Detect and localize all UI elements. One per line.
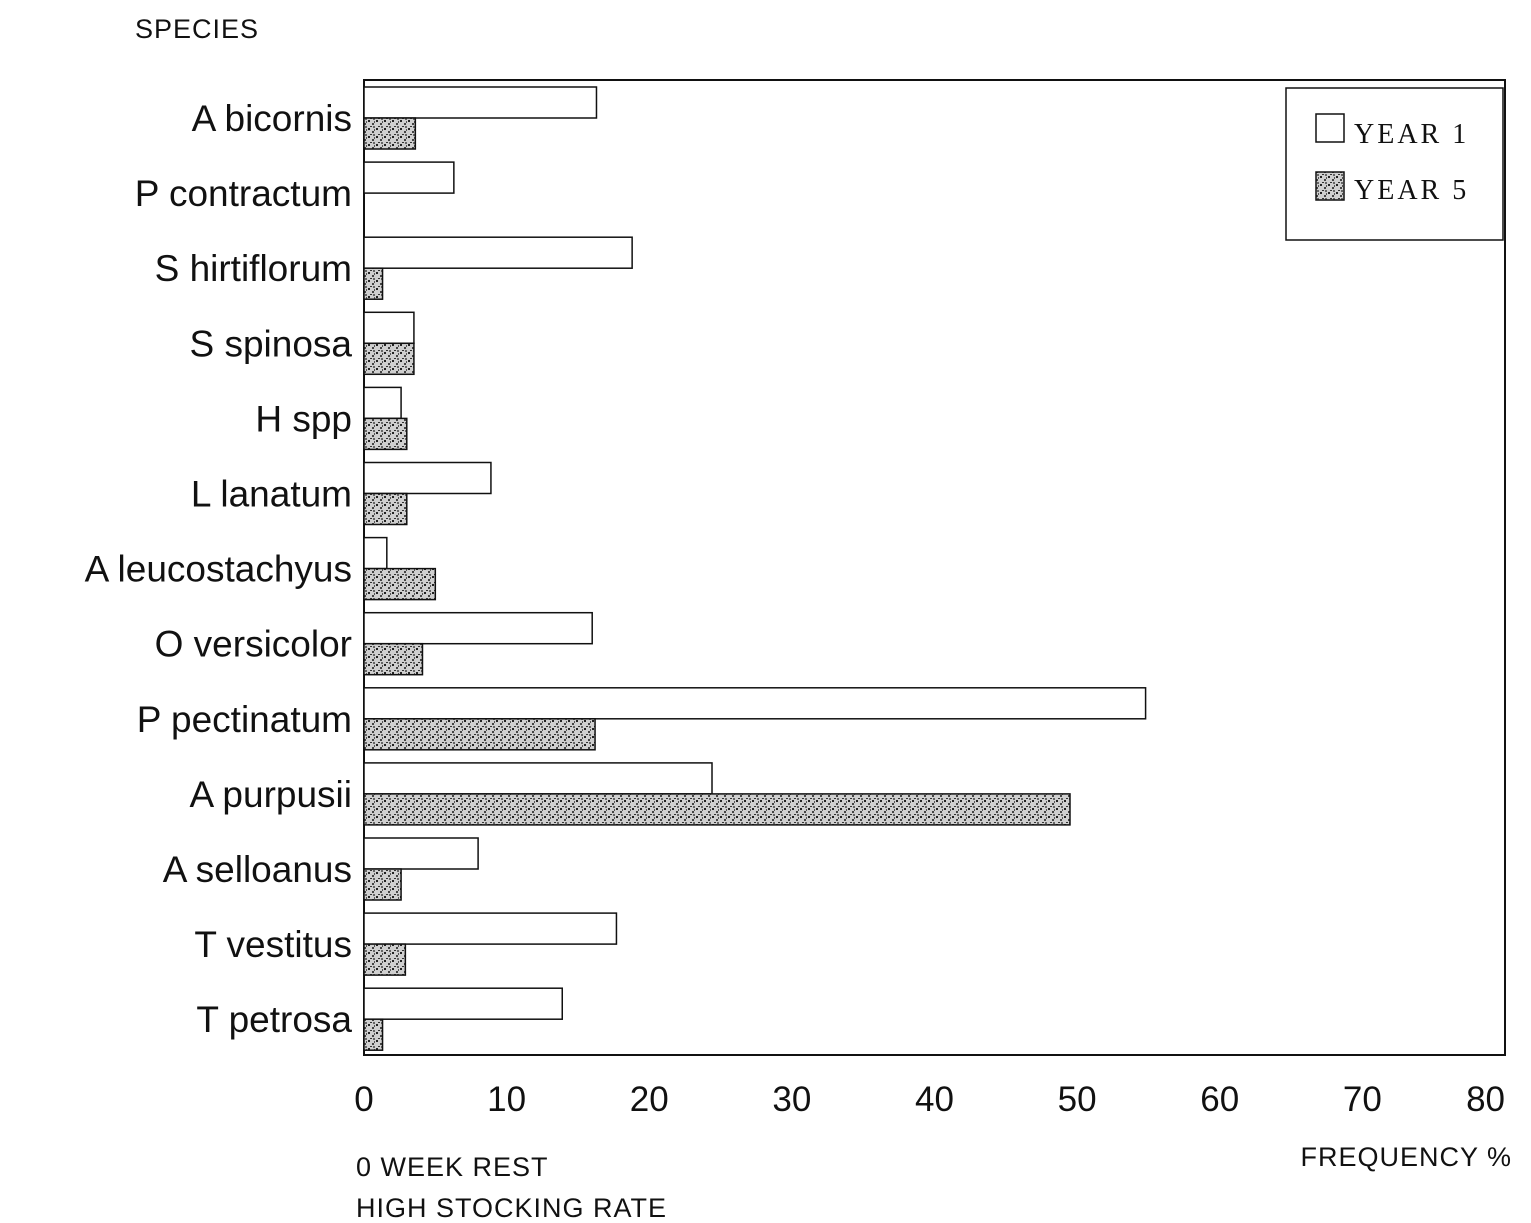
bar-a-leucostachyus-year-1 <box>363 536 388 570</box>
bar-a-purpusii-year-1 <box>363 762 713 795</box>
category-label-t-vestitus: T vestitus <box>194 924 352 965</box>
category-labels: A bicornis P contractum S hirtiflorum S spi… <box>85 98 353 1040</box>
bar-s-spinosa-year-5 <box>363 342 415 376</box>
note-line-1: 0 WEEK REST <box>356 1152 549 1182</box>
legend-swatch-year-1 <box>1315 113 1345 143</box>
category-label-a-selloanus: A selloanus <box>163 849 352 890</box>
bar-s-spinosa-year-1 <box>363 311 415 345</box>
bar-a-bicornis-year-5 <box>363 117 417 150</box>
bar-h-spp-year-5 <box>363 417 408 451</box>
x-tick-label-70: 70 <box>1343 1080 1382 1119</box>
category-label-s-hirtiflorum: S hirtiflorum <box>155 248 352 289</box>
category-label-t-petrosa: T petrosa <box>196 999 352 1040</box>
x-tick-labels: 0 10 20 30 40 50 60 70 80 <box>354 1080 1505 1119</box>
x-tick-label-20: 20 <box>630 1080 669 1119</box>
bar-t-petrosa-year-1 <box>363 987 563 1020</box>
category-label-p-contractum: P contractum <box>135 173 352 214</box>
category-label-h-spp: H spp <box>255 398 352 439</box>
bar-h-spp-year-1 <box>363 386 402 420</box>
legend-box <box>1285 87 1504 241</box>
category-label-a-purpusii: A purpusii <box>190 774 353 815</box>
bar-p-contractum-year-1 <box>363 161 455 194</box>
bar-a-leucostachyus-year-5 <box>363 567 437 601</box>
bars-layer <box>363 86 1147 1051</box>
x-axis-label: FREQUENCY % <box>1300 1142 1512 1172</box>
category-label-p-pectinatum: P pectinatum <box>137 699 352 740</box>
category-label-s-spinosa: S spinosa <box>190 323 353 364</box>
legend-label-year-5: YEAR 5 <box>1354 175 1469 206</box>
x-tick-label-40: 40 <box>915 1080 954 1119</box>
x-tick-label-0: 0 <box>354 1080 373 1119</box>
category-label-o-versicolor: O versicolor <box>155 624 352 665</box>
x-tick-label-50: 50 <box>1058 1080 1097 1119</box>
category-label-a-leucostachyus: A leucostachyus <box>85 549 352 590</box>
x-tick-label-60: 60 <box>1200 1080 1239 1119</box>
bar-t-vestitus-year-5 <box>363 943 407 976</box>
bar-o-versicolor-year-5 <box>363 642 424 676</box>
bar-s-hirtiflorum-year-1 <box>363 236 633 269</box>
bar-p-pectinatum-year-5 <box>363 718 596 751</box>
bar-a-selloanus-year-1 <box>363 837 479 870</box>
bar-a-purpusii-year-5 <box>363 793 1071 826</box>
legend-label-year-1: YEAR 1 <box>1354 119 1469 150</box>
x-tick-label-80: 80 <box>1466 1080 1505 1119</box>
bar-l-lanatum-year-1 <box>363 461 492 495</box>
x-tick-label-30: 30 <box>772 1080 811 1119</box>
bar-s-hirtiflorum-year-5 <box>363 267 384 300</box>
bar-t-vestitus-year-1 <box>363 912 618 945</box>
bar-l-lanatum-year-5 <box>363 492 408 526</box>
category-label-a-bicornis: A bicornis <box>192 98 352 139</box>
bar-o-versicolor-year-1 <box>363 611 593 645</box>
legend: YEAR 1 YEAR 5 <box>1285 87 1504 241</box>
bar-a-selloanus-year-5 <box>363 868 402 901</box>
x-tick-label-10: 10 <box>487 1080 526 1119</box>
category-label-l-lanatum: L lanatum <box>191 474 352 515</box>
chart-title: SPECIES <box>135 14 259 44</box>
bar-a-bicornis-year-1 <box>363 86 598 119</box>
bar-t-petrosa-year-5 <box>363 1018 384 1051</box>
bar-p-pectinatum-year-1 <box>363 687 1147 720</box>
note-line-2: HIGH STOCKING RATE <box>356 1193 667 1223</box>
legend-swatch-year-5 <box>1315 171 1345 201</box>
